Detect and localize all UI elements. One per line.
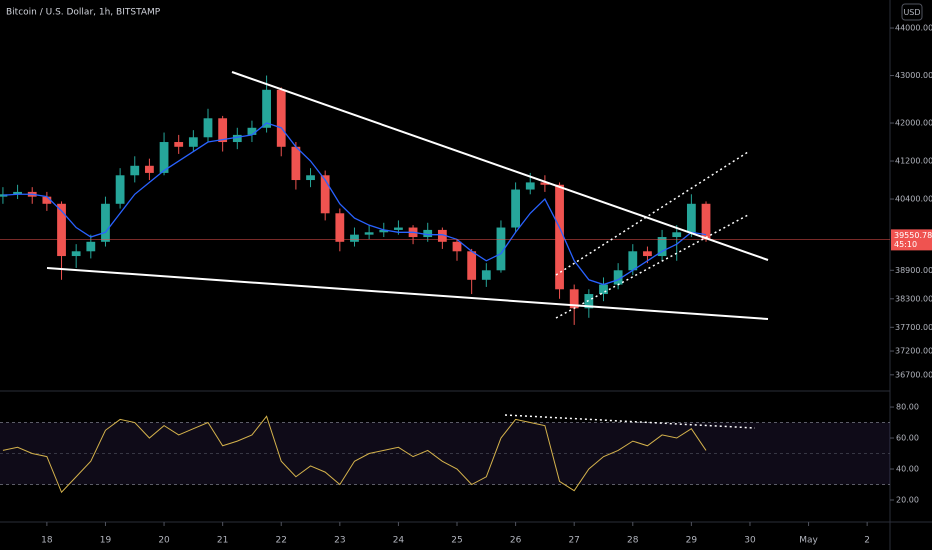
candle-body — [613, 270, 623, 285]
y-tick-label: 42000.00 — [895, 119, 932, 128]
x-tick-label: 26 — [510, 536, 522, 546]
candle-body — [525, 182, 535, 190]
channel-line — [555, 214, 749, 319]
candle-body — [672, 232, 682, 238]
x-tick-label: 23 — [334, 536, 345, 546]
candle-body — [306, 175, 315, 181]
candle-body — [628, 251, 638, 271]
y-tick-label: 38300.00 — [895, 294, 932, 303]
candle-body — [291, 146, 301, 181]
candle-body — [540, 182, 550, 185]
candle-body — [437, 229, 447, 242]
candle-body — [599, 284, 608, 295]
y-tick-label: 37200.00 — [895, 347, 932, 356]
candle-body — [350, 234, 359, 242]
moving-average — [2, 122, 707, 286]
x-tick-label: 30 — [744, 536, 756, 546]
candle-body — [188, 137, 198, 147]
candle-body — [555, 184, 564, 290]
y-tick-label: 80.00 — [896, 403, 919, 412]
candle-body — [247, 127, 257, 135]
candle-body — [496, 227, 506, 271]
y-tick-label: 20.00 — [896, 496, 919, 505]
candle-body — [481, 270, 491, 280]
candle-body — [701, 203, 711, 240]
y-tick-label: 37700.00 — [895, 323, 932, 332]
candle-body — [218, 118, 228, 143]
x-tick-label: 27 — [568, 536, 579, 546]
candle-body — [276, 89, 286, 147]
candle-body — [379, 229, 389, 233]
candle-body — [71, 251, 81, 257]
y-tick-label: 40.00 — [896, 465, 919, 474]
x-tick-label: May — [799, 536, 818, 546]
candle-body — [203, 118, 213, 138]
x-tick-label: 28 — [627, 536, 639, 546]
candle-body — [86, 241, 96, 252]
candle-body — [643, 251, 652, 257]
x-tick-label: 19 — [100, 536, 112, 546]
candle-body — [467, 251, 477, 280]
candle-body — [452, 241, 462, 252]
channel-line — [555, 151, 749, 276]
y-tick-label: 38900.00 — [895, 266, 932, 275]
x-tick-label: 25 — [451, 536, 462, 546]
candle-body — [130, 165, 140, 176]
candle-body — [394, 227, 403, 230]
candle-body — [320, 175, 330, 214]
x-tick-label: 22 — [276, 536, 287, 546]
x-tick-label: 24 — [393, 536, 405, 546]
y-tick-label: 60.00 — [896, 434, 919, 443]
candle-body — [232, 134, 242, 143]
candle-body — [57, 203, 66, 257]
candle-body — [423, 229, 433, 238]
countdown: 45:10 — [894, 240, 917, 249]
x-tick-label: 21 — [217, 536, 228, 546]
candle-body — [511, 189, 520, 228]
candle-body — [657, 237, 667, 257]
candle-body — [174, 142, 184, 147]
x-tick-label: 18 — [41, 536, 53, 546]
candle-body — [159, 142, 169, 173]
candle-body — [262, 89, 271, 128]
last-price-box — [891, 229, 932, 251]
y-tick-label: 36700.00 — [895, 370, 932, 379]
currency[interactable]: USD — [903, 8, 920, 17]
y-tick-label: 44000.00 — [895, 24, 932, 33]
y-tick-label: 40400.00 — [895, 195, 932, 204]
currency-button[interactable] — [901, 3, 923, 21]
chart-title: Bitcoin / U.S. Dollar, 1h, BITSTAMP — [6, 8, 161, 18]
last-price-label: 39550.78 — [894, 231, 932, 240]
candle-body — [115, 175, 125, 204]
x-tick-label: 20 — [158, 536, 170, 546]
candle-body — [145, 165, 154, 173]
x-tick-label: 29 — [686, 536, 698, 546]
candle-body — [101, 203, 110, 242]
trend-line — [231, 71, 769, 261]
rsi-trend-line — [504, 414, 756, 429]
x-tick-label: 2 — [864, 536, 870, 546]
y-tick-label: 43000.00 — [895, 71, 932, 80]
trend-line — [46, 267, 769, 320]
candle-body — [13, 191, 22, 195]
candle-body — [42, 196, 52, 204]
candle-body — [569, 289, 579, 309]
plot: 44000.00 43000.00 42000.00 41200.00 40400.00… — [0, 24, 932, 546]
candle-body — [335, 213, 345, 242]
rsi-line — [2, 415, 707, 494]
candle-body — [686, 203, 696, 233]
y-tick-label: 41200.00 — [895, 157, 932, 166]
candle-body — [364, 232, 374, 235]
